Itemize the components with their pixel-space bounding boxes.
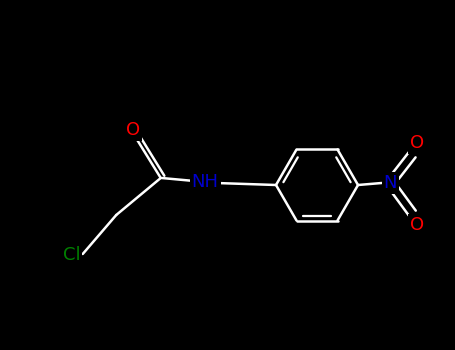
Text: Cl: Cl [63, 246, 81, 264]
Text: O: O [126, 121, 141, 140]
Text: N: N [384, 174, 397, 192]
Text: O: O [410, 216, 424, 234]
Text: O: O [410, 134, 424, 152]
Text: NH: NH [192, 173, 219, 191]
